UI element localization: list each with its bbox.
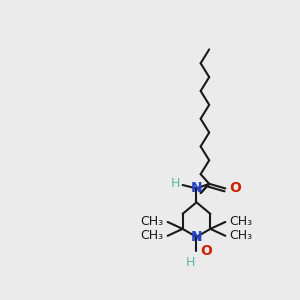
Text: H: H — [171, 177, 180, 190]
Text: CH₃: CH₃ — [140, 215, 164, 229]
Text: N: N — [191, 182, 202, 196]
Text: O: O — [200, 244, 212, 258]
Text: O: O — [229, 182, 241, 196]
Text: CH₃: CH₃ — [230, 215, 253, 229]
Text: N: N — [191, 230, 202, 244]
Text: CH₃: CH₃ — [140, 229, 164, 242]
Text: CH₃: CH₃ — [230, 229, 253, 242]
Text: H: H — [186, 256, 195, 269]
